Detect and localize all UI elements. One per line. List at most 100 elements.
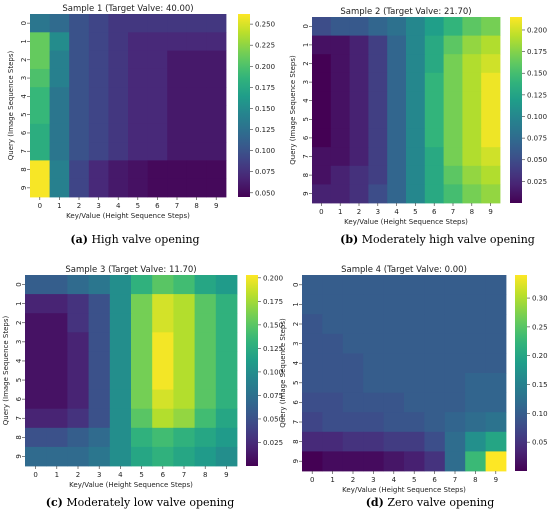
heatmap-cell [406, 72, 426, 92]
heatmap-cell [443, 165, 463, 185]
heatmap-cell [69, 50, 90, 70]
heatmap-cell [481, 35, 501, 55]
heatmap-cell [424, 184, 444, 204]
heatmap-cell [349, 165, 369, 185]
heatmap-cell [481, 128, 501, 148]
heatmap-panel-3: Sample 3 (Target Valve: 11.70) 0 1 2 3 4 5 6 7 8 9… [2, 265, 283, 489]
heatmap-cell [147, 68, 168, 88]
heatmap-cell [131, 446, 153, 467]
y-tick-label: 5 [292, 381, 300, 385]
colorbar-tick-label: 0.200 [527, 26, 547, 34]
heatmap-cell [128, 105, 148, 125]
heatmap-cell [88, 105, 109, 125]
heatmap-cell [481, 54, 501, 74]
heatmap-cell [88, 87, 109, 106]
heatmap-cell [485, 333, 507, 354]
y-axis-label: Query (Image Sequence Steps) [7, 51, 15, 161]
y-tick-label: 0 [15, 282, 23, 286]
heatmap-cell [330, 184, 350, 204]
colorbar-tick-label: 0.150 [263, 321, 283, 329]
heatmap-cell [322, 431, 344, 452]
heatmap-cell [302, 451, 323, 472]
heatmap-cell [444, 373, 466, 393]
heatmap-cell [25, 275, 47, 295]
heatmap-cell [46, 313, 68, 333]
heatmap-cell [481, 184, 501, 204]
heatmap-cell [424, 72, 444, 92]
heatmap-cell [424, 314, 446, 335]
x-tick-label: 7 [451, 208, 455, 216]
heatmap-cell [25, 389, 47, 410]
colorbar-tick-label: 0.200 [255, 63, 275, 71]
heatmap-cell [152, 408, 174, 429]
heatmap-cell [215, 351, 238, 371]
x-tick-label: 2 [77, 202, 81, 210]
heatmap-cell [443, 184, 463, 204]
heatmap-cell [49, 32, 70, 51]
heatmap-cell [424, 110, 444, 129]
heatmap-cell [30, 160, 50, 180]
heatmap-cell [424, 294, 446, 315]
heatmap-cell [342, 412, 364, 433]
y-tick-label: 7 [15, 416, 23, 420]
heatmap-cell [342, 353, 364, 374]
heatmap-cell [88, 389, 111, 410]
heatmap-cell [462, 110, 482, 129]
heatmap-cell [444, 275, 466, 295]
heatmap-cell [147, 160, 168, 180]
x-tick-label: 6 [432, 208, 437, 216]
caption-b: (b) Moderately high valve opening [340, 233, 535, 246]
heatmap-cell [152, 313, 174, 333]
y-tick-label: 9 [292, 459, 300, 463]
heatmap-cell [206, 32, 227, 51]
chart-title: Sample 3 (Target Valve: 11.70) [65, 265, 196, 275]
y-tick-label: 0 [302, 24, 310, 28]
heatmap-cell [131, 294, 153, 314]
heatmap-cell [387, 110, 407, 129]
heatmap-cell [368, 110, 388, 129]
heatmap-cell [383, 294, 405, 315]
x-tick-label: 4 [116, 202, 121, 210]
y-tick-label: 3 [302, 80, 310, 84]
x-tick-label: 1 [57, 202, 61, 210]
heatmap-cell [443, 147, 463, 167]
heatmap-cell [147, 123, 168, 143]
heatmap-cell [46, 351, 68, 371]
heatmap-cell [186, 68, 207, 88]
heatmap-cell [406, 147, 426, 167]
y-tick-label: 5 [15, 378, 23, 382]
heatmap-cell [131, 332, 153, 352]
heatmap-cell [109, 294, 132, 314]
x-axis-label: Key/Value (Height Sequence Steps) [342, 486, 466, 494]
heatmap-cell [465, 431, 486, 452]
y-tick-label: 9 [15, 454, 23, 458]
heatmap-cell [481, 72, 501, 92]
heatmap-cell [88, 32, 109, 51]
heatmap-cell [330, 147, 350, 167]
heatmap-cell [131, 351, 153, 371]
y-axis-label: Query (Image Sequence Steps) [289, 55, 297, 165]
heatmap-cell [462, 128, 482, 148]
x-tick-label: 3 [376, 208, 380, 216]
heatmap-cell [67, 351, 89, 371]
heatmap-cell [194, 446, 217, 467]
heatmap-cell [152, 351, 174, 371]
x-tick-label: 9 [214, 202, 218, 210]
heatmap-cell [25, 313, 47, 333]
colorbar-tick-label: 0.100 [255, 147, 275, 155]
heatmap-cell [349, 54, 369, 74]
heatmap-cell [215, 408, 238, 429]
heatmap-cell [167, 123, 188, 143]
x-tick-label: 0 [310, 476, 314, 484]
heatmap-cell [368, 165, 388, 185]
x-tick-label: 5 [412, 476, 416, 484]
heatmap-cell [30, 50, 50, 70]
heatmap-cell [46, 275, 68, 295]
heatmap-cell [109, 446, 132, 467]
heatmap-cell [383, 412, 405, 433]
x-tick-label: 7 [175, 202, 179, 210]
heatmap-cell [128, 178, 148, 198]
heatmap-cell [444, 412, 466, 433]
heatmap-cell [108, 160, 129, 180]
colorbar [510, 17, 522, 203]
